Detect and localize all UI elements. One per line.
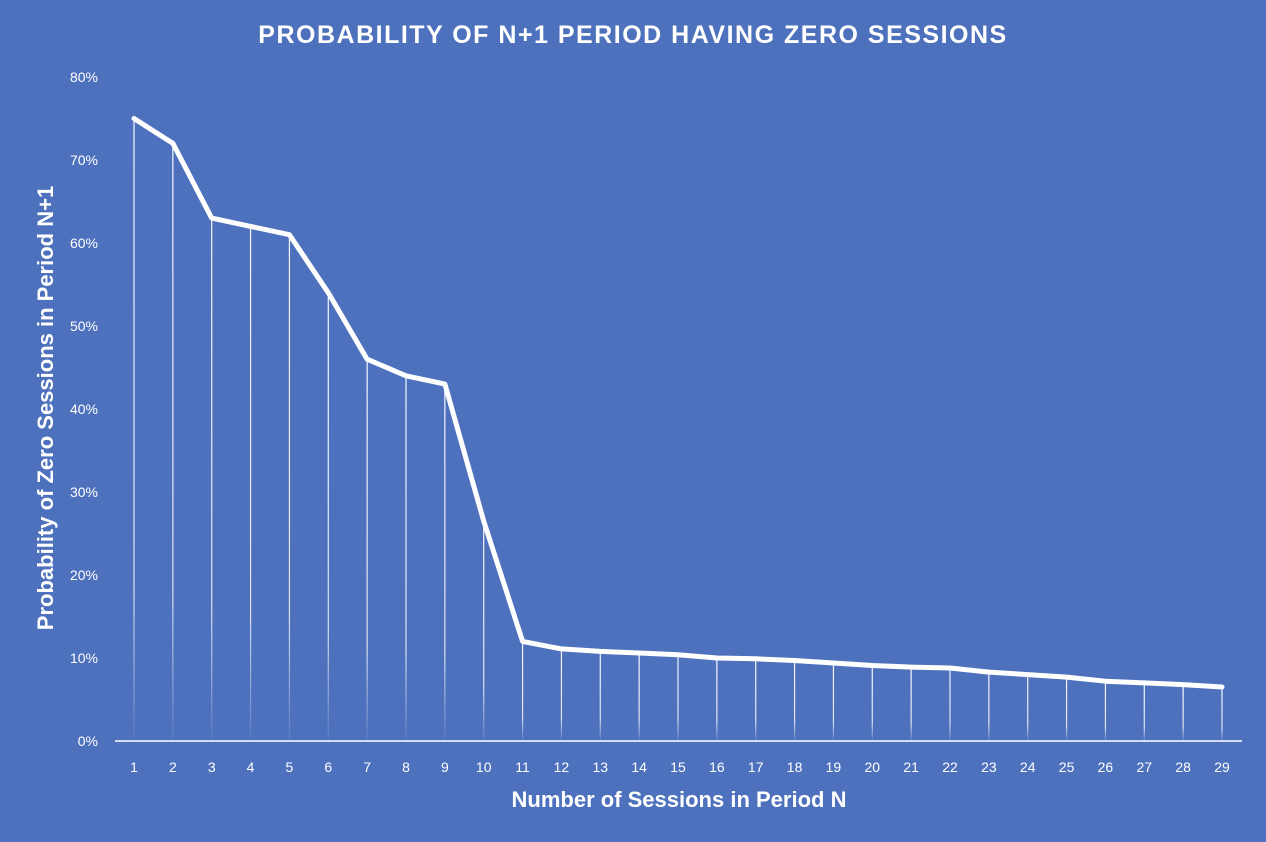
y-tick-label: 0%	[78, 733, 98, 749]
x-tick-label: 27	[1136, 759, 1152, 775]
x-tick-label: 2	[169, 759, 177, 775]
x-tick-label: 3	[208, 759, 216, 775]
x-tick-label: 16	[709, 759, 725, 775]
x-tick-label: 7	[363, 759, 371, 775]
x-tick-label: 1	[130, 759, 138, 775]
x-tick-label: 13	[592, 759, 608, 775]
x-tick-label: 28	[1175, 759, 1191, 775]
x-tick-label: 12	[554, 759, 570, 775]
y-tick-label: 40%	[70, 401, 98, 417]
y-axis-title: Probability of Zero Sessions in Period N…	[33, 186, 58, 630]
x-tick-label: 25	[1059, 759, 1075, 775]
x-tick-label: 9	[441, 759, 449, 775]
x-tick-label: 23	[981, 759, 997, 775]
x-tick-label: 26	[1098, 759, 1114, 775]
x-tick-label: 21	[903, 759, 919, 775]
y-tick-label: 20%	[70, 567, 98, 583]
y-tick-label: 80%	[70, 69, 98, 85]
x-axis-title: Number of Sessions in Period N	[512, 787, 847, 812]
x-tick-label: 11	[515, 759, 530, 775]
x-tick-label: 5	[286, 759, 294, 775]
x-tick-label: 8	[402, 759, 410, 775]
y-tick-label: 30%	[70, 484, 98, 500]
drop-lines	[133, 118, 1223, 742]
x-tick-label: 19	[826, 759, 842, 775]
x-tick-label: 14	[631, 759, 647, 775]
y-axis-ticks: 0% 10% 20% 30% 40% 50% 60% 70% 80%	[70, 69, 98, 749]
y-tick-label: 50%	[70, 318, 98, 334]
x-tick-label: 15	[670, 759, 686, 775]
chart-title: PROBABILITY OF N+1 PERIOD HAVING ZERO SE…	[258, 21, 1007, 49]
series-line	[131, 116, 1225, 690]
x-tick-label: 6	[324, 759, 332, 775]
x-tick-label: 18	[787, 759, 803, 775]
x-axis-ticks: 1 2 3 4 5 6 7 8 9 10 11 12 13 14 15 16 17 18 19 20 21 22 23 24 2…	[130, 759, 1230, 775]
x-tick-label: 10	[476, 759, 492, 775]
x-tick-label: 29	[1214, 759, 1230, 775]
x-tick-label: 17	[748, 759, 764, 775]
x-tick-label: 24	[1020, 759, 1036, 775]
y-tick-label: 10%	[70, 650, 98, 666]
x-tick-label: 22	[942, 759, 958, 775]
y-tick-label: 60%	[70, 235, 98, 251]
x-tick-label: 4	[247, 759, 255, 775]
x-tick-label: 20	[864, 759, 880, 775]
y-tick-label: 70%	[70, 152, 98, 168]
